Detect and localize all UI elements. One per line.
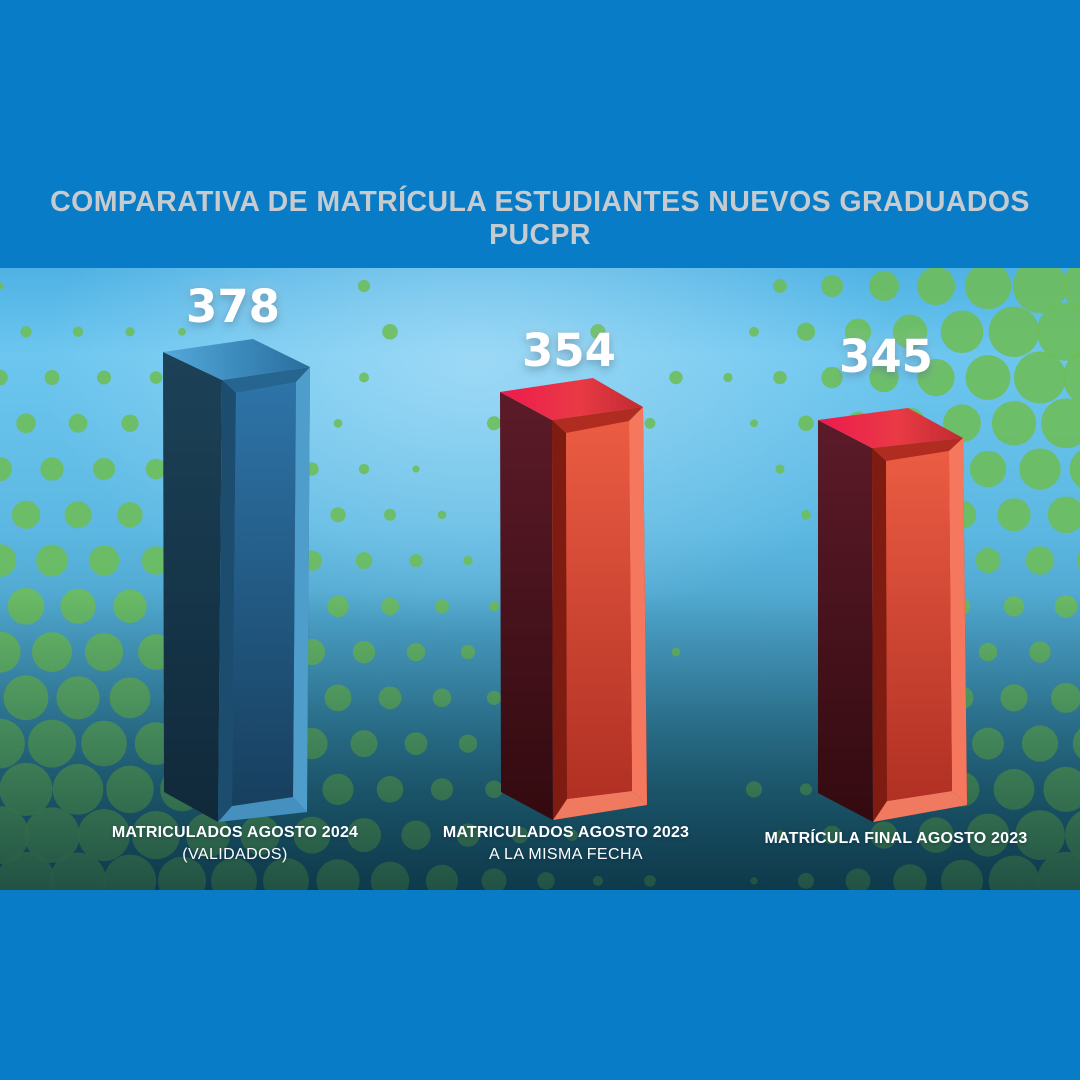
bar2-bevel-top: [552, 407, 643, 433]
bar3-bevel-top: [872, 438, 963, 461]
bar1-value: 378: [186, 280, 280, 333]
bar3-bevel-left: [872, 448, 887, 822]
bar2-bevel-right: [629, 407, 647, 805]
bar3-label-line1: MATRÍCULA FINAL AGOSTO 2023: [764, 830, 1028, 847]
bar2-bevel-bottom: [553, 791, 647, 820]
bar3-label: MATRÍCULA FINAL AGOSTO 2023: [706, 828, 1080, 850]
bar3-inner-panel: [886, 451, 952, 801]
bar1-bevel-left: [218, 380, 236, 822]
bar1-label-line2: (VALIDADOS): [182, 846, 288, 863]
bar-3-column: [818, 408, 967, 822]
chart-area: 378 354 345 MATRICULADOS AGOSTO 2024 (VA…: [0, 268, 1080, 890]
bar1-left-face: [163, 352, 222, 822]
bar2-label: MATRICULADOS AGOSTO 2023 A LA MISMA FECH…: [376, 822, 756, 866]
bar1-bevel-top: [222, 367, 310, 393]
bar1-bevel-bottom: [218, 797, 307, 822]
bar1-label: MATRICULADOS AGOSTO 2024 (VALIDADOS): [45, 822, 425, 866]
bar2-top-face: [500, 378, 643, 420]
bar1-label-line1: MATRICULADOS AGOSTO 2024: [111, 824, 359, 841]
bar1-top-face: [163, 339, 310, 380]
bar-1-column: [163, 339, 310, 822]
chart-title: COMPARATIVA DE MATRÍCULA ESTUDIANTES NUE…: [50, 186, 1030, 251]
bar2-left-face: [500, 392, 553, 820]
bar2-label-line1: MATRICULADOS AGOSTO 2023: [442, 824, 690, 841]
bar1-inner-panel: [232, 382, 296, 806]
bar3-left-face: [818, 420, 873, 822]
bar3-value: 345: [839, 330, 933, 383]
bar2-label-line2: A LA MISMA FECHA: [488, 846, 643, 863]
bar2-value: 354: [522, 324, 616, 377]
bar-chart-3d: [163, 339, 967, 822]
bar2-inner-panel: [566, 421, 632, 799]
bar-2-column: [500, 378, 647, 820]
bar3-top-face: [818, 408, 963, 448]
bar3-bevel-bottom: [873, 791, 967, 822]
bar1-bevel-right: [293, 367, 310, 812]
bar3-bevel-right: [949, 438, 967, 805]
bar2-bevel-left: [552, 420, 567, 820]
